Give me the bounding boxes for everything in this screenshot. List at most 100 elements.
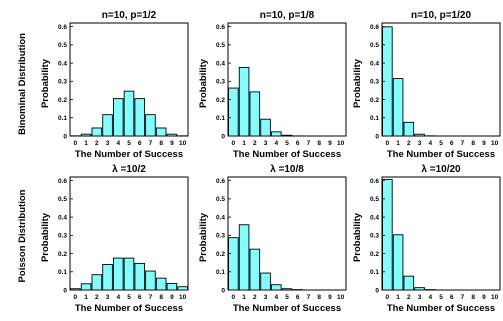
x-tick-label: 4 <box>428 140 432 147</box>
chart-title: λ =10/20 <box>421 164 461 175</box>
x-tick-label: 1 <box>84 140 88 147</box>
x-tick-label: 9 <box>328 294 332 301</box>
bar <box>228 87 239 137</box>
bar <box>281 288 293 291</box>
x-tick-label: 5 <box>439 140 443 147</box>
chart-title: n=10, p=1/8 <box>260 10 315 21</box>
y-tick-label: 0 <box>375 133 379 140</box>
x-tick-label: 9 <box>170 294 174 301</box>
x-tick-label: 5 <box>285 140 289 147</box>
x-tick-label: 5 <box>127 294 131 301</box>
row-label-poisson: Poisson Distribution <box>17 189 28 282</box>
x-tick-label: 2 <box>407 140 411 147</box>
plot-frame <box>381 176 501 291</box>
x-tick-label: 6 <box>138 294 142 301</box>
x-tick-label: 5 <box>439 294 443 301</box>
bar <box>260 272 271 291</box>
x-tick-label: 7 <box>149 294 153 301</box>
plot-frame <box>381 22 501 137</box>
bar <box>414 133 425 137</box>
bar <box>112 257 124 291</box>
y-tick-label: 0.3 <box>370 79 379 86</box>
bar <box>102 264 113 291</box>
y-tick-label: 0.6 <box>370 24 379 31</box>
y-tick-label: 0.6 <box>58 178 67 185</box>
x-tick-label: 7 <box>307 294 311 301</box>
y-tick-label: 0.2 <box>58 251 67 258</box>
bar <box>382 178 393 291</box>
y-tick-label: 0.2 <box>216 97 225 104</box>
bar <box>270 284 282 291</box>
x-tick-label: 6 <box>296 294 300 301</box>
y-tick-label: 0.3 <box>216 233 225 240</box>
x-tick-label: 10 <box>337 140 345 147</box>
bar <box>91 274 103 291</box>
bar <box>238 67 250 137</box>
bar <box>260 118 271 137</box>
x-tick-label: 8 <box>317 140 321 147</box>
y-axis-label: Probability <box>352 58 363 108</box>
bar <box>281 134 293 137</box>
bar <box>123 90 135 137</box>
x-tick-label: 7 <box>461 140 465 147</box>
y-tick-label: 0.3 <box>370 233 379 240</box>
x-tick-label: 4 <box>116 140 120 147</box>
x-tick-label: 0 <box>74 140 78 147</box>
y-tick-label: 0.4 <box>58 60 67 67</box>
y-axis-label: Probability <box>198 212 209 262</box>
y-tick-label: 0.1 <box>370 269 379 276</box>
chart-panel: n=10, p=1/800.10.20.30.40.50.60 1 2 3 4 5 6 7 8 9… <box>198 10 347 160</box>
y-tick-label: 0.2 <box>370 251 379 258</box>
x-tick-label: 3 <box>264 140 268 147</box>
chart-panel: n=10, p=1/200.10.20.30.40.50.60 1 2 3 4 5 6 7 8 9… <box>40 10 189 160</box>
bar <box>80 283 92 291</box>
x-tick-label: 7 <box>149 140 153 147</box>
bar <box>238 224 250 291</box>
row-label-binomial: Binominal Distribution <box>17 33 28 135</box>
x-tick-label: 6 <box>450 140 454 147</box>
y-tick-label: 0.5 <box>58 196 67 203</box>
chart-title: n=10, p=1/20 <box>411 10 471 21</box>
x-axis-label: The Number of Success <box>387 149 495 160</box>
y-tick-label: 0.5 <box>58 42 67 49</box>
x-tick-label: 2 <box>95 294 99 301</box>
chart-panels: n=10, p=1/200.10.20.30.40.50.60 1 2 3 4 5 6 7 8 9… <box>40 10 501 314</box>
x-tick-label: 6 <box>138 140 142 147</box>
x-tick-label: 7 <box>461 294 465 301</box>
bar <box>91 127 103 137</box>
x-tick-label: 1 <box>396 140 400 147</box>
y-tick-label: 0.1 <box>58 115 67 122</box>
y-tick-label: 0.5 <box>370 42 379 49</box>
x-tick-label: 8 <box>159 140 163 147</box>
x-tick-label: 0 <box>386 294 390 301</box>
y-tick-label: 0.6 <box>216 178 225 185</box>
x-tick-label: 1 <box>242 140 246 147</box>
x-tick-label: 10 <box>179 294 187 301</box>
bar <box>145 114 156 137</box>
x-tick-label: 8 <box>159 294 163 301</box>
x-axis-label: The Number of Success <box>75 303 183 314</box>
y-tick-label: 0.1 <box>216 269 225 276</box>
x-tick-label: 2 <box>407 294 411 301</box>
x-tick-label: 2 <box>253 140 257 147</box>
x-tick-label: 9 <box>482 140 486 147</box>
y-tick-label: 0.2 <box>58 97 67 104</box>
bar <box>80 133 92 137</box>
bar <box>145 270 156 291</box>
x-tick-label: 4 <box>428 294 432 301</box>
x-tick-label: 4 <box>274 140 278 147</box>
y-tick-label: 0 <box>221 133 225 140</box>
bar <box>403 121 415 137</box>
x-tick-label: 0 <box>232 294 236 301</box>
x-tick-label: 1 <box>242 294 246 301</box>
y-tick-label: 0.3 <box>58 79 67 86</box>
y-tick-label: 0.4 <box>370 60 379 67</box>
x-tick-label: 1 <box>84 294 88 301</box>
x-axis-label: The Number of Success <box>233 149 341 160</box>
bar <box>392 78 404 137</box>
y-tick-label: 0.5 <box>216 42 225 49</box>
x-tick-label: 2 <box>253 294 257 301</box>
x-tick-label: 8 <box>471 294 475 301</box>
